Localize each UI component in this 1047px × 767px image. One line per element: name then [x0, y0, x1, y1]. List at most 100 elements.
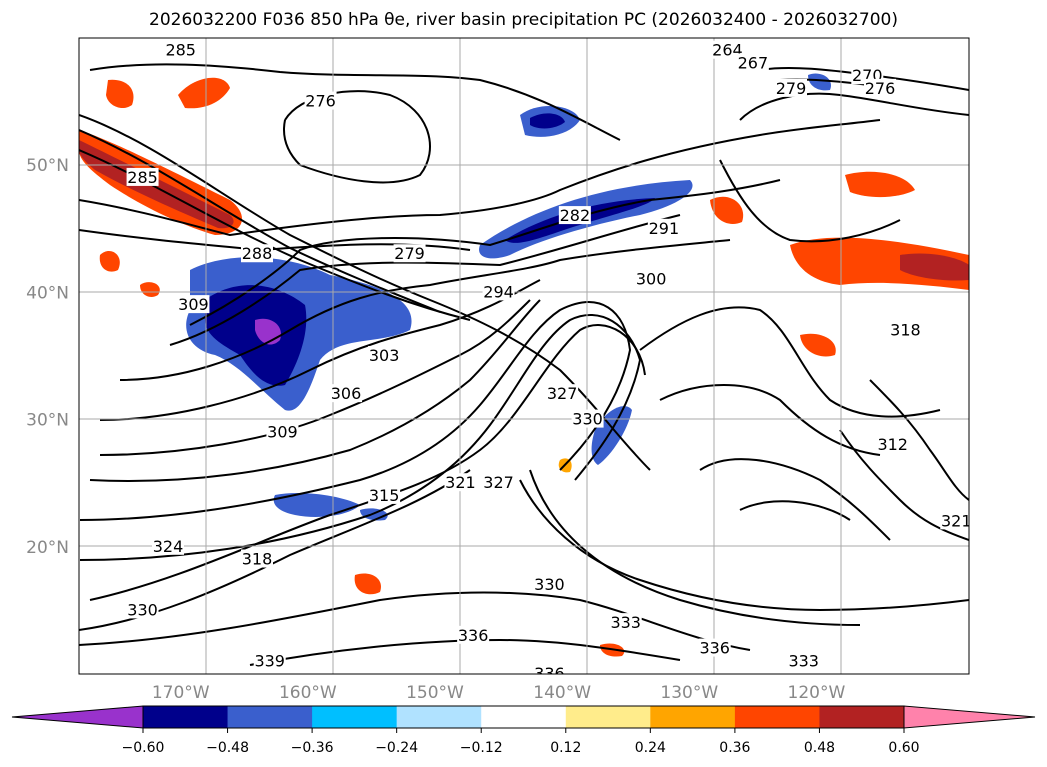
lon-tick-label: 120°W — [788, 683, 846, 703]
lon-tick-label: 130°W — [660, 683, 718, 703]
theta-e-contours — [79, 63, 969, 666]
chart-title: 2026032200 F036 850 hPa θe, river basin … — [149, 10, 898, 30]
contour-label: 327 — [547, 384, 578, 403]
colorbar-tick-label: 0.48 — [804, 740, 835, 756]
contour-label: 303 — [369, 346, 400, 365]
contour-label: 264 — [712, 41, 743, 60]
contour-label-bg — [266, 422, 299, 441]
contour-label: 321 — [941, 511, 972, 530]
contour-label-bg — [864, 78, 896, 97]
lat-tick-label: 20°N — [26, 538, 69, 558]
colorbar-bin — [734, 706, 820, 728]
contour-label: 330 — [572, 410, 603, 429]
colorbar-bin — [143, 706, 229, 728]
colorbar-tick-label: 0.24 — [635, 740, 666, 756]
contour-label-bg — [393, 244, 426, 263]
contour-label-bg — [126, 167, 159, 186]
contour-label-bg — [253, 651, 286, 670]
contour-label: 291 — [649, 219, 680, 238]
colorbar-extend-min — [11, 705, 144, 729]
colorbar-tick-label: −0.48 — [206, 740, 249, 756]
contour-label: 276 — [865, 79, 896, 98]
contour-label: 336 — [458, 626, 489, 645]
colorbar-frame — [142, 705, 905, 729]
contour-label: 285 — [127, 168, 158, 187]
contour-label-bg — [482, 282, 515, 301]
plot-background — [79, 38, 969, 674]
contour-label: 330 — [534, 575, 565, 594]
colorbar-extend-max — [903, 705, 1036, 729]
contour-label: 333 — [38, 613, 69, 632]
colorbar-bin — [819, 706, 905, 728]
contour-label-bg — [546, 384, 579, 403]
contour-label: 285 — [165, 41, 196, 60]
lon-tick-label: 170°W — [152, 683, 210, 703]
colorbar-tick-label: 0.36 — [719, 740, 750, 756]
contour-label: 324 — [153, 537, 184, 556]
contour-label-bg — [609, 613, 642, 632]
contour-label-bg — [330, 384, 362, 403]
contour-label-bg — [736, 53, 769, 72]
colorbar-bin — [227, 706, 313, 728]
colorbar-tick-label: −0.60 — [122, 740, 165, 756]
contour-label-bg — [241, 549, 273, 568]
contour-label-bg — [889, 320, 922, 339]
contour-label-bg — [571, 409, 604, 428]
colorbar: −0.60 −0.48 −0.36 −0.24 −0.12 0.12 0.24 0.36 0.4… — [11, 705, 1036, 756]
contour-label-bg — [241, 244, 273, 263]
lon-tick-label: 160°W — [279, 683, 337, 703]
contour-label-bg — [152, 536, 184, 555]
contour-label-bg — [711, 40, 744, 59]
contour-label-bg — [533, 574, 566, 593]
contour-label-bg — [457, 625, 490, 644]
contour-label: 279 — [394, 244, 425, 263]
contour-label-bg — [775, 78, 807, 97]
contour-label: 315 — [369, 486, 400, 505]
colorbar-bin — [481, 706, 567, 728]
plot-frame — [78, 37, 970, 675]
contour-label: 333 — [610, 613, 641, 632]
contour-label: 336 — [534, 664, 565, 683]
colorbar-bin — [565, 706, 651, 728]
colorbar-bin — [650, 706, 736, 728]
contour-label-bg — [164, 40, 197, 59]
contour-label: 339 — [254, 651, 285, 670]
contour-label-bg — [368, 485, 401, 504]
gridlines — [79, 38, 969, 674]
contour-label: 318 — [242, 550, 273, 569]
contour-label: 300 — [636, 270, 667, 289]
contour-label: 309 — [178, 295, 209, 314]
contour-label: 333 — [788, 651, 819, 670]
colorbar-bin — [312, 706, 398, 728]
colorbar-tick-label: −0.24 — [375, 740, 418, 756]
contour-label-bg — [635, 269, 668, 288]
colorbar-tick-label: −0.36 — [291, 740, 334, 756]
contour-label-bg — [177, 295, 210, 314]
contour-label-bg — [304, 91, 337, 110]
colorbar-tick-label: 0.60 — [888, 740, 919, 756]
contour-label-bg — [444, 473, 477, 492]
contour-label-bg — [698, 638, 731, 657]
contour-label: 279 — [776, 79, 807, 98]
contour-label-bg — [940, 511, 969, 530]
contour-label: 321 — [445, 473, 476, 492]
contour-label: 267 — [738, 53, 769, 72]
contour-label-bg — [368, 346, 401, 364]
contour-label: 309 — [267, 422, 298, 441]
lat-tick-label: 40°N — [26, 283, 69, 303]
contour-label-bg — [533, 664, 566, 674]
lon-tick-label: 150°W — [406, 683, 464, 703]
contour-label-bg — [126, 600, 159, 619]
contour-label: 288 — [242, 244, 273, 263]
contour-label: 330 — [127, 600, 158, 619]
contour-label: 282 — [560, 206, 591, 225]
contour-label-bg — [482, 473, 515, 492]
contour-label: 327 — [483, 473, 514, 492]
longitude-labels: 170°W 160°W 150°W 140°W 130°W 120°W — [152, 683, 846, 703]
colorbar-bin — [396, 706, 482, 728]
contour-label: 312 — [877, 435, 908, 454]
contour-label: 306 — [331, 384, 362, 403]
